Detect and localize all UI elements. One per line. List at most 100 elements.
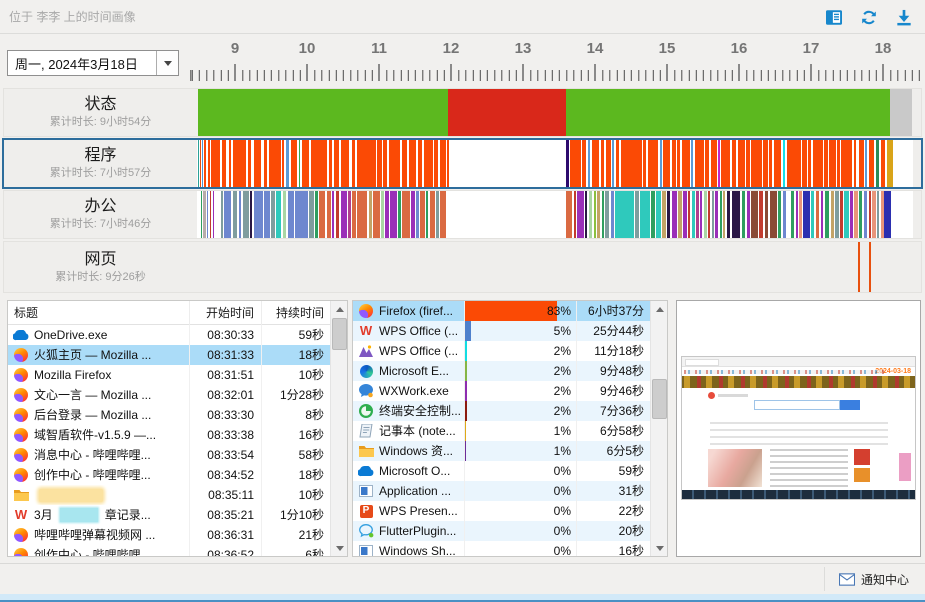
timeline-segment[interactable] [746, 140, 750, 187]
table-row[interactable]: W 3月 章记录... 08:35:21 1分10秒 [8, 505, 332, 525]
timeline-segment[interactable] [212, 191, 214, 238]
timeline-segment[interactable] [247, 140, 252, 187]
timeline-segment[interactable] [352, 191, 356, 238]
timeline-segment[interactable] [418, 140, 423, 187]
timeline-segment[interactable] [200, 191, 202, 238]
timeline-segment[interactable] [620, 140, 642, 187]
scroll-thumb[interactable] [332, 318, 347, 350]
timeline-segment[interactable] [863, 191, 868, 238]
timeline-segment[interactable] [351, 140, 356, 187]
timeline-segment[interactable] [224, 191, 232, 238]
timeline-segment[interactable] [271, 191, 276, 238]
timeline-segment[interactable] [276, 191, 282, 238]
timeline-track[interactable] [197, 89, 913, 136]
table-row[interactable]: 创作中心 - 哔哩哔哩 08:36:52 6秒 [8, 545, 332, 556]
timeline-segment[interactable] [857, 242, 860, 292]
timeline-segment[interactable] [815, 191, 820, 238]
timeline-segment[interactable] [439, 140, 447, 187]
timeline-segment[interactable] [585, 191, 588, 238]
timeline-row[interactable]: 网页 累计时长: 9分26秒 [3, 241, 922, 293]
timeline-segment[interactable] [764, 191, 769, 238]
timeline-segment[interactable] [207, 191, 209, 238]
timeline-segment[interactable] [662, 191, 666, 238]
timeline-segment[interactable] [402, 191, 410, 238]
timeline-segment[interactable] [340, 191, 347, 238]
timeline-segment[interactable] [691, 140, 694, 187]
timeline-segment[interactable] [824, 140, 828, 187]
table-row[interactable]: 08:35:11 10秒 [8, 485, 332, 505]
timeline-segment[interactable] [605, 140, 611, 187]
timeline-segment[interactable] [388, 140, 401, 187]
timeline-segment[interactable] [381, 191, 384, 238]
timeline-segment[interactable] [700, 191, 703, 238]
notification-center-button[interactable]: 通知中心 [823, 567, 921, 591]
timeline-segment[interactable] [711, 140, 717, 187]
scroll-down-arrow[interactable] [331, 541, 347, 556]
table-row[interactable]: 消息中心 - 哔哩哔哩... 08:33:54 58秒 [8, 445, 332, 465]
timeline-segment[interactable] [268, 140, 281, 187]
timeline-segment[interactable] [691, 191, 695, 238]
timeline-segment[interactable] [671, 140, 676, 187]
timeline-row[interactable]: 状态 累计时长: 9小时54分 [3, 88, 922, 137]
app-row[interactable]: Microsoft O... 0% 59秒 [353, 461, 652, 481]
timeline-segment[interactable] [678, 191, 682, 238]
timeline-segment[interactable] [232, 140, 247, 187]
timeline-segment[interactable] [799, 191, 802, 238]
timeline-segment[interactable] [865, 140, 868, 187]
timeline-track[interactable] [197, 242, 913, 292]
timeline-segment[interactable] [433, 140, 438, 187]
table-row[interactable]: 文心一言 — Mozilla ... 08:32:01 1分28秒 [8, 385, 332, 405]
timeline-track[interactable] [197, 140, 913, 187]
timeline-segment[interactable] [398, 191, 402, 238]
timeline-segment[interactable] [566, 89, 891, 136]
timeline-segment[interactable] [811, 191, 815, 238]
timeline-segment[interactable] [849, 191, 853, 238]
timeline-segment[interactable] [202, 191, 206, 238]
timeline-segment[interactable] [238, 191, 242, 238]
timeline-segment[interactable] [416, 191, 419, 238]
timeline-segment[interactable] [791, 191, 795, 238]
app-table-scrollbar[interactable] [650, 301, 667, 556]
timeline-segment[interactable] [390, 191, 397, 238]
timeline-segment[interactable] [309, 191, 314, 238]
timeline-segment[interactable] [650, 191, 655, 238]
timeline-segment[interactable] [677, 140, 681, 187]
timeline-segment[interactable] [859, 191, 863, 238]
timeline-segment[interactable] [209, 191, 211, 238]
timeline-segment[interactable] [285, 140, 290, 187]
timeline-segment[interactable] [587, 140, 590, 187]
timeline-segment[interactable] [782, 191, 787, 238]
timeline-segment[interactable] [566, 191, 573, 238]
timeline-segment[interactable] [429, 191, 435, 238]
timeline-segment[interactable] [721, 140, 731, 187]
timeline-segment[interactable] [663, 140, 671, 187]
timeline-segment[interactable] [383, 140, 387, 187]
timeline-segment[interactable] [769, 191, 777, 238]
timeline-segment[interactable] [263, 140, 267, 187]
timeline-segment[interactable] [605, 191, 610, 238]
timeline-segment[interactable] [640, 191, 650, 238]
timeline-segment[interactable] [884, 191, 891, 238]
timeline-segment[interactable] [348, 191, 351, 238]
timeline-track[interactable] [197, 191, 913, 238]
timeline-segment[interactable] [869, 242, 872, 292]
timeline-segment[interactable] [751, 191, 758, 238]
table-row[interactable]: Mozilla Firefox 08:31:51 10秒 [8, 365, 332, 385]
timeline-segment[interactable] [808, 140, 812, 187]
timeline-segment[interactable] [667, 191, 671, 238]
timeline-segment[interactable] [423, 140, 433, 187]
timeline-segment[interactable] [582, 140, 586, 187]
app-row[interactable]: WXWork.exe 2% 9分46秒 [353, 381, 652, 401]
timeline-segment[interactable] [600, 140, 605, 187]
timeline-segment[interactable] [401, 140, 407, 187]
timeline-segment[interactable] [737, 140, 745, 187]
timeline-segment[interactable] [741, 191, 746, 238]
refresh-button[interactable] [858, 7, 880, 27]
timeline-segment[interactable] [723, 191, 726, 238]
timeline-segment[interactable] [858, 140, 864, 187]
report-view-button[interactable] [823, 7, 845, 27]
timeline-segment[interactable] [615, 191, 634, 238]
timeline-segment[interactable] [731, 191, 741, 238]
timeline-segment[interactable] [222, 140, 227, 187]
timeline-segment[interactable] [295, 191, 308, 238]
